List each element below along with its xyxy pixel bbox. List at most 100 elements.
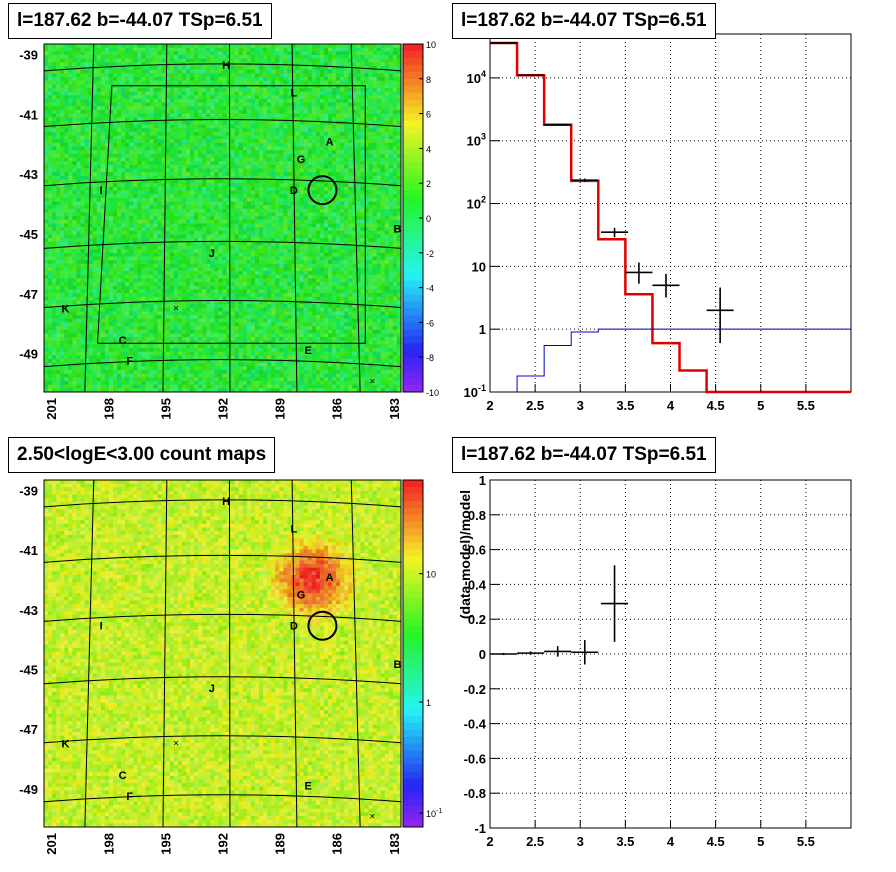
map-pixel: [291, 80, 296, 85]
map-pixel: [161, 128, 167, 133]
map-pixel: [388, 95, 394, 100]
map-pixel: [368, 172, 373, 177]
map-pixel: [238, 113, 244, 118]
map-pixel: [328, 91, 333, 96]
map-pixel: [198, 197, 203, 202]
map-pixel: [287, 106, 292, 111]
map-pixel: [88, 183, 94, 188]
map-pixel: [328, 51, 333, 56]
map-pixel: [291, 197, 296, 202]
map-pixel: [328, 168, 333, 173]
map-pixel: [275, 197, 280, 202]
map-pixel: [141, 98, 146, 103]
map-pixel: [283, 219, 288, 224]
map-pixel: [153, 98, 158, 103]
map-pixel: [60, 205, 65, 210]
map-pixel: [299, 73, 305, 78]
map-pixel: [376, 227, 382, 232]
map-pixel: [145, 120, 150, 125]
map-pixel: [323, 131, 329, 136]
map-pixel: [125, 80, 130, 85]
map-pixel: [161, 139, 167, 144]
map-pixel: [222, 190, 227, 195]
map-pixel: [275, 142, 280, 147]
map-pixel: [307, 66, 313, 71]
map-pixel: [376, 161, 382, 166]
map-pixel: [218, 172, 223, 177]
map-pixel: [165, 139, 171, 144]
map-pixel: [177, 241, 183, 246]
map-pixel: [153, 183, 158, 188]
map-pixel: [230, 66, 236, 71]
map-pixel: [222, 91, 227, 96]
map-pixel: [376, 223, 382, 228]
map-pixel: [396, 128, 402, 133]
map-pixel: [165, 80, 171, 85]
map-pixel: [328, 245, 333, 250]
map-pixel: [48, 186, 53, 191]
map-pixel: [380, 102, 386, 107]
map-pixel: [340, 62, 345, 67]
map-pixel: [344, 109, 349, 114]
map-pixel: [173, 205, 179, 210]
map-pixel: [165, 201, 171, 206]
map-pixel: [380, 227, 386, 232]
map-pixel: [177, 95, 183, 100]
map-pixel: [202, 183, 207, 188]
map-pixel: [198, 124, 203, 129]
map-pixel: [287, 47, 292, 52]
map-pixel: [190, 150, 195, 155]
map-pixel: [202, 212, 207, 217]
map-pixel: [104, 113, 110, 118]
map-pixel: [202, 73, 207, 78]
map-pixel: [133, 245, 138, 250]
map-pixel: [238, 164, 244, 169]
map-pixel: [108, 190, 114, 195]
map-pixel: [356, 179, 361, 184]
map-pixel: [194, 58, 199, 63]
map-pixel: [72, 80, 77, 85]
map-pixel: [372, 234, 378, 239]
map-pixel: [238, 51, 244, 56]
map-pixel: [279, 135, 284, 140]
map-pixel: [125, 146, 130, 151]
map-pixel: [206, 201, 211, 206]
map-pixel: [348, 186, 353, 191]
map-pixel: [332, 146, 337, 151]
map-pixel: [76, 223, 81, 228]
map-pixel: [177, 172, 183, 177]
map-pixel: [311, 131, 317, 136]
map-pixel: [108, 230, 114, 235]
map-pixel: [246, 146, 252, 151]
map-pixel: [222, 139, 227, 144]
map-pixel: [344, 245, 349, 250]
map-pixel: [96, 245, 102, 250]
map-pixel: [226, 113, 232, 118]
map-pixel: [88, 227, 94, 232]
map-pixel: [356, 73, 361, 78]
map-pixel: [186, 102, 191, 107]
map-pixel: [311, 88, 317, 93]
map-pixel: [48, 168, 53, 173]
map-pixel: [319, 58, 325, 63]
map-pixel: [283, 69, 288, 74]
map-pixel: [348, 106, 353, 111]
map-pixel: [52, 88, 57, 93]
map-pixel: [323, 230, 329, 235]
map-pixel: [68, 44, 73, 49]
map-pixel: [202, 153, 207, 158]
map-pixel: [84, 95, 90, 100]
map-pixel: [275, 98, 280, 103]
map-pixel: [356, 51, 361, 56]
map-pixel: [287, 131, 292, 136]
map-pixel: [177, 106, 183, 111]
map-pixel: [259, 58, 264, 63]
map-pixel: [104, 146, 110, 151]
map-pixel: [271, 190, 276, 195]
map-pixel: [246, 98, 252, 103]
map-pixel: [100, 197, 106, 202]
map-pixel: [340, 44, 345, 49]
map-pixel: [210, 55, 215, 60]
map-pixel: [368, 80, 373, 85]
map-pixel: [173, 73, 179, 78]
